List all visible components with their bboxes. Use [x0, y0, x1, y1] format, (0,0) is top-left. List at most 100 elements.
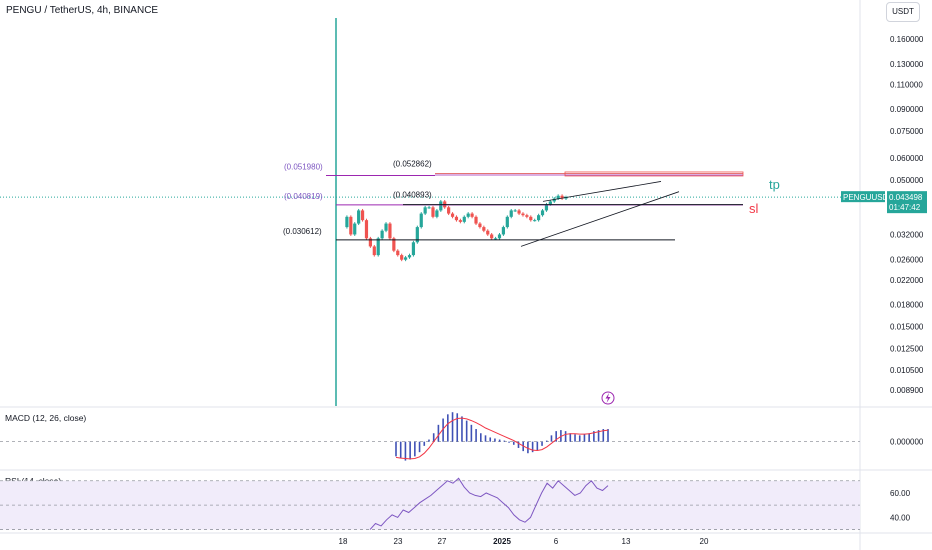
price-tick-label: 0.012500	[890, 345, 924, 354]
candle-body	[493, 238, 498, 240]
candle-body	[470, 213, 474, 217]
candle-body	[505, 216, 509, 228]
candle-body	[517, 210, 521, 214]
lightning-icon	[605, 393, 611, 403]
sl-note: sl	[749, 201, 759, 216]
candle-body	[552, 198, 556, 202]
rsi-tick-label: 40.00	[890, 513, 911, 522]
price-pane: (0.052862) (0.040893) (0.030612) (0.051980)…	[0, 18, 860, 406]
candle-body	[403, 257, 408, 260]
price-tick-label: 0.110000	[890, 80, 923, 89]
candle-body	[544, 204, 549, 211]
candle-body	[560, 195, 564, 199]
candle-body	[540, 210, 545, 216]
candle-body	[450, 213, 455, 217]
candle-body	[447, 207, 451, 214]
time-tick-label: 18	[339, 537, 348, 546]
candle-body	[431, 207, 435, 217]
candle-body	[368, 238, 372, 247]
tp-note: tp	[769, 177, 780, 192]
candle-body	[486, 230, 490, 235]
price-tick-label: 0.015000	[890, 323, 924, 332]
price-tick-label: 0.010500	[890, 366, 924, 375]
channel-lower-line	[520, 191, 680, 247]
candle-body	[388, 223, 392, 239]
candle-body	[415, 227, 419, 243]
tp-zone-box	[564, 171, 744, 177]
price-tick-label: 0.022000	[890, 276, 924, 285]
price-tick-label: 0.018000	[890, 300, 924, 309]
candle-body	[423, 207, 427, 214]
price-tick-label: 0.075000	[890, 127, 924, 136]
currency-selector[interactable]: USDT	[886, 2, 920, 22]
candle-body	[435, 210, 439, 217]
candle-body	[529, 216, 533, 221]
candle-body	[345, 216, 349, 228]
candle-body	[349, 216, 353, 235]
price-tick-label: 0.026000	[890, 256, 924, 265]
candle-body	[501, 227, 506, 235]
candle-body	[521, 213, 525, 216]
price-tick-label: 0.060000	[890, 154, 924, 163]
price-tick-label: 0.032000	[890, 230, 924, 239]
time-tick-label: 20	[700, 537, 709, 546]
candle-body	[509, 210, 513, 217]
candle-body	[548, 201, 552, 205]
candle-body	[427, 207, 431, 209]
fib-label: (0.040819)	[284, 192, 323, 201]
candle-body	[454, 216, 459, 221]
rsi-line	[369, 477, 609, 530]
level-label: (0.030612)	[283, 227, 322, 236]
candle-body	[372, 246, 376, 256]
price-tick-label: 0.130000	[890, 60, 924, 69]
fib-label: (0.051980)	[284, 163, 323, 172]
candle-body	[380, 230, 384, 239]
time-tick-label: 6	[554, 537, 559, 546]
price-tick-label: 0.050000	[890, 176, 924, 185]
time-tick-label: 13	[622, 537, 631, 546]
price-tick-label: 0.160000	[890, 35, 924, 44]
candle-body	[353, 223, 357, 235]
macd-legend: MACD (12, 26, close)	[5, 413, 87, 423]
candle-body	[537, 215, 541, 221]
symbol-title: PENGU / TetherUS, 4h, BINANCE	[6, 5, 159, 16]
candle-body	[364, 220, 369, 239]
candle-body	[392, 238, 396, 251]
candle-body	[458, 220, 462, 222]
candle-body	[360, 210, 365, 221]
candle-body	[462, 216, 466, 222]
macd-pane: 0.000000	[0, 412, 924, 461]
candle-body	[376, 238, 380, 256]
rsi-tick-label: 60.00	[890, 489, 911, 498]
macd-zero-label: 0.000000	[890, 438, 924, 447]
candle-body	[400, 255, 404, 260]
countdown-value: 01:47:42	[889, 203, 921, 212]
candle-body	[478, 223, 482, 228]
time-tick-label: 23	[394, 537, 403, 546]
symbol-badge	[841, 191, 885, 203]
rsi-pane: 60.00 40.00	[0, 477, 911, 530]
candle-body	[411, 242, 416, 256]
candle-body	[384, 223, 388, 231]
candle-body	[513, 210, 517, 212]
candle-body	[396, 250, 400, 256]
price-tick-label: 0.008900	[890, 386, 924, 395]
price-tick-label: 0.090000	[890, 105, 924, 114]
candle-body	[439, 201, 443, 211]
candle-body	[407, 255, 412, 258]
candle-body	[419, 213, 423, 228]
axes-layer: 0.160000 0.130000 0.110000 0.090000 0.075000…	[339, 35, 927, 546]
candle-body	[357, 210, 361, 224]
candle-body	[556, 195, 560, 199]
time-tick-label: 27	[438, 537, 447, 546]
level-label: (0.040893)	[393, 191, 432, 200]
current-price-badge	[887, 191, 927, 214]
candle-body	[533, 220, 537, 222]
symbol-badge-label: PENGUUSDT	[843, 193, 893, 202]
channel-upper-line	[542, 181, 662, 202]
current-price-value: 0.043498	[889, 193, 923, 202]
candle-body	[466, 213, 470, 217]
macd-signal-line	[395, 417, 609, 460]
